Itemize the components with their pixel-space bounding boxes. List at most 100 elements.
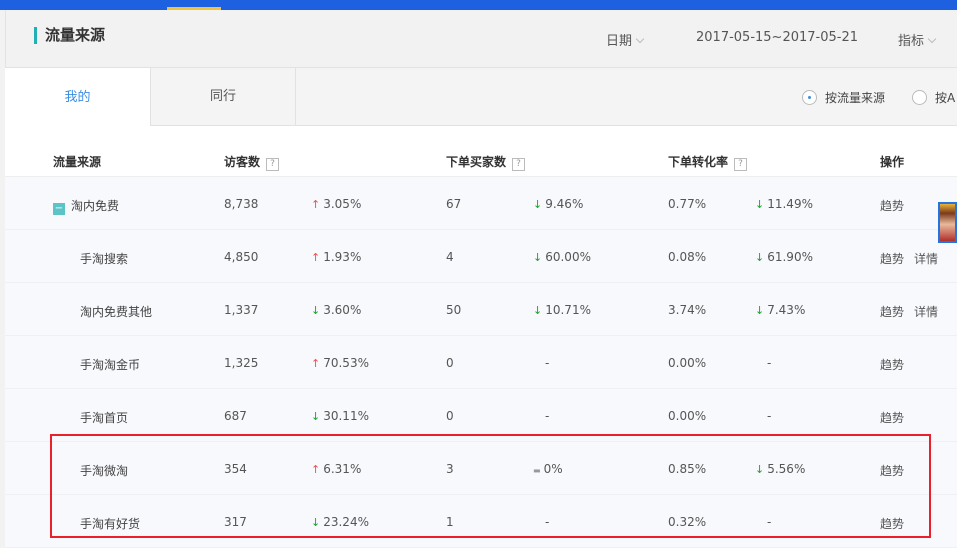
arrow-up-icon: ↑ <box>311 357 321 370</box>
source-label: 手淘首页 <box>80 411 129 425</box>
source-label: 手淘淘金币 <box>80 358 141 372</box>
visitors: 4,850 <box>224 250 259 264</box>
source-name: 手淘首页 <box>80 409 128 426</box>
arrow-down-icon: ↓ <box>533 198 543 211</box>
source-name: 手淘微淘 <box>80 462 128 479</box>
source-label: 手淘搜索 <box>80 252 129 266</box>
trend-link[interactable]: 趋势 <box>880 464 905 478</box>
buyers: 50 <box>446 303 462 317</box>
change-value: 7.43% <box>767 303 806 317</box>
help-icon[interactable]: ? <box>266 158 280 171</box>
change-value: 70.53% <box>323 356 369 370</box>
tab-peers[interactable]: 同行 <box>150 67 296 126</box>
change-value: - <box>767 409 772 423</box>
col-source: 流量来源 <box>53 155 102 169</box>
arrow-down-icon: ↓ <box>755 251 765 264</box>
detail-link[interactable]: 详情 <box>914 305 939 319</box>
buyers-change: - <box>545 515 549 529</box>
arrow-down-icon: ↓ <box>755 304 765 317</box>
table-row: 手淘搜索 4,850 ↑ 1.93% 4 ↓ 60.00% 0.08% ↓ 61.90… <box>5 230 957 283</box>
table-header: 流量来源 访客数? 下单买家数? 下单转化率? 操作 <box>5 126 957 177</box>
chevron-down-icon <box>635 34 645 44</box>
arrow-up-icon: ↑ <box>311 251 321 264</box>
date-dropdown[interactable]: 日期 <box>606 30 645 49</box>
source-name[interactable]: − 淘内免费 <box>53 197 119 215</box>
change-value: 3.05% <box>323 197 362 211</box>
visitors-change: ↓ 3.60% <box>311 303 361 317</box>
conversion-rate: 0.08% <box>668 250 707 264</box>
visitors: 1,337 <box>224 303 259 317</box>
collapse-icon[interactable]: − <box>53 203 65 215</box>
tabs-bar: 我的 同行 按流量来源 按A <box>5 67 957 127</box>
buyers: 4 <box>446 250 454 264</box>
conversion-rate: 0.32% <box>668 515 707 529</box>
arrow-down-icon: ↓ <box>311 516 321 529</box>
buyers-change: ↓ 60.00% <box>533 250 591 264</box>
help-icon[interactable]: ? <box>512 158 526 171</box>
visitors-change: ↑ 1.93% <box>311 250 361 264</box>
conversion-change: - <box>767 515 771 529</box>
buyers-change: ▬ 0% <box>533 462 563 476</box>
help-icon[interactable]: ? <box>734 158 748 171</box>
radio-label: 按A <box>935 91 956 105</box>
trend-link[interactable]: 趋势 <box>880 411 905 425</box>
trend-link[interactable]: 趋势 <box>880 252 905 266</box>
col-buyers: 下单买家数? <box>446 153 526 171</box>
source-name: 淘内免费其他 <box>80 303 152 320</box>
metric-label: 指标 <box>898 34 925 49</box>
change-value: - <box>545 515 550 529</box>
conversion-change: ↓ 5.56% <box>755 462 805 476</box>
date-range[interactable]: 2017-05-15~2017-05-21 <box>696 30 858 45</box>
change-value: 5.56% <box>767 462 806 476</box>
metric-dropdown[interactable]: 指标 <box>898 30 937 49</box>
date-label: 日期 <box>606 34 633 49</box>
conversion-change: - <box>767 409 771 423</box>
flat-icon: ▬ <box>533 466 541 475</box>
visitors: 354 <box>224 462 247 476</box>
buyers: 67 <box>446 197 462 211</box>
avatar[interactable] <box>938 202 957 243</box>
table-row: 淘内免费其他 1,337 ↓ 3.60% 50 ↓ 10.71% 3.74% ↓ 7.… <box>5 283 957 336</box>
source-name: 手淘淘金币 <box>80 356 140 373</box>
trend-link[interactable]: 趋势 <box>880 305 905 319</box>
source-name: 手淘搜索 <box>80 250 128 267</box>
table-row: 手淘淘金币 1,325 ↑ 70.53% 0 - 0.00% - 趋势 <box>5 336 957 389</box>
table-row: 手淘首页 687 ↓ 30.11% 0 - 0.00% - 趋势 <box>5 389 957 442</box>
conversion-rate: 0.85% <box>668 462 707 476</box>
change-value: 61.90% <box>767 250 813 264</box>
trend-link[interactable]: 趋势 <box>880 517 905 531</box>
visitors-change: ↑ 6.31% <box>311 462 361 476</box>
arrow-down-icon: ↓ <box>311 304 321 317</box>
change-value: 11.49% <box>767 197 813 211</box>
change-value: 6.31% <box>323 462 362 476</box>
conversion-rate: 0.00% <box>668 356 707 370</box>
visitors-change: ↓ 23.24% <box>311 515 369 529</box>
page-title: 流量来源 <box>34 27 105 44</box>
conversion-rate: 3.74% <box>668 303 707 317</box>
trend-link[interactable]: 趋势 <box>880 199 905 213</box>
buyers: 0 <box>446 409 454 423</box>
source-label: 手淘有好货 <box>80 517 141 531</box>
visitors: 1,325 <box>224 356 259 370</box>
conversion-rate: 0.77% <box>668 197 707 211</box>
table-row: 手淘微淘 354 ↑ 6.31% 3 ▬ 0% 0.85% ↓ 5.56% 趋势 <box>5 442 957 495</box>
arrow-down-icon: ↓ <box>755 198 765 211</box>
top-nav-bar <box>0 0 957 10</box>
conversion-change: ↓ 7.43% <box>755 303 805 317</box>
radio-label: 按流量来源 <box>825 91 886 105</box>
trend-link[interactable]: 趋势 <box>880 358 905 372</box>
change-value: 0% <box>543 462 563 476</box>
change-value: 30.11% <box>323 409 369 423</box>
tab-mine[interactable]: 我的 <box>5 67 150 127</box>
change-value: 10.71% <box>545 303 591 317</box>
source-name: 手淘有好货 <box>80 515 140 532</box>
radio-by-source[interactable]: 按流量来源 <box>802 89 885 106</box>
highlight-box <box>50 434 931 538</box>
conversion-rate: 0.00% <box>668 409 707 423</box>
source-label: 淘内免费 <box>71 199 120 213</box>
buyers-change: ↓ 9.46% <box>533 197 583 211</box>
change-value: - <box>767 515 772 529</box>
visitors: 687 <box>224 409 247 423</box>
radio-by-a[interactable]: 按A <box>912 89 955 106</box>
detail-link[interactable]: 详情 <box>914 252 939 266</box>
